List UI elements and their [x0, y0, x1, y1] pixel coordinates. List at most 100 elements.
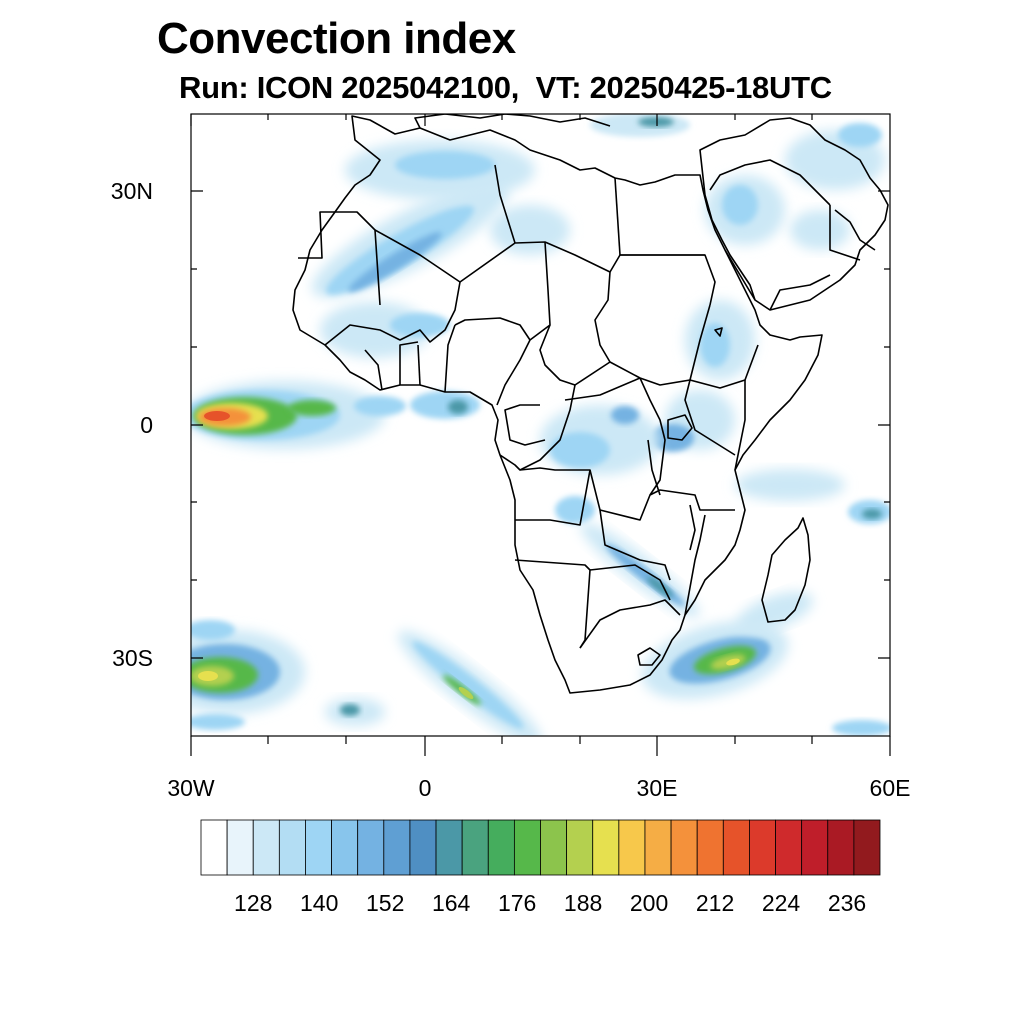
border-line: [519, 384, 576, 471]
border-line: [539, 324, 611, 386]
border-line: [609, 254, 705, 273]
border-line: [599, 509, 671, 581]
colorbar: 128 140 152 164 176 188 200 212 224 236: [200, 819, 881, 916]
colorbar-label: 176: [498, 890, 536, 916]
lake-victoria: [667, 414, 693, 441]
south-atlantic-convection: [325, 630, 542, 736]
sahara-convection-band: [311, 114, 690, 358]
colorbar-swatch: [435, 819, 463, 876]
convection-field: [191, 114, 890, 736]
colorbar-label: 140: [300, 890, 338, 916]
colorbar-swatch: [696, 819, 724, 876]
border-line: [594, 271, 611, 363]
colorbar-swatch: [827, 819, 855, 876]
red-sea-east: [724, 249, 756, 301]
colorbar-label: 200: [630, 890, 668, 916]
colorbar-swatch: [592, 819, 620, 876]
coastlines-and-borders: [292, 114, 889, 694]
southeast-africa-convection: [641, 591, 813, 699]
border-line: [709, 159, 831, 206]
border-line: [579, 599, 681, 649]
border-line: [684, 379, 736, 456]
border-line: [417, 344, 421, 386]
lon-label-30w: 30W: [167, 775, 215, 801]
colorbar-label: 128: [234, 890, 272, 916]
lake-tana: [714, 327, 723, 337]
border-line: [529, 241, 551, 341]
border-line: [684, 514, 706, 616]
colorbar-swatch: [618, 819, 646, 876]
colorbar-swatch: [278, 819, 306, 876]
africa-coastline: [292, 115, 823, 694]
border-line: [769, 274, 831, 311]
colorbar-swatch: [513, 819, 541, 876]
map-frame: [190, 113, 891, 756]
border-line: [639, 377, 666, 496]
border-line: [620, 254, 716, 306]
border-line: [444, 324, 456, 393]
border-line: [324, 281, 461, 346]
colorbar-swatch: [383, 819, 411, 876]
chart-subtitle: Run: ICON 2025042100, VT: 20250425-18UTC: [179, 70, 832, 105]
lon-label-0: 0: [419, 775, 432, 801]
colorbar-swatch: [487, 819, 515, 876]
arabia-convection: [705, 123, 885, 250]
chart-title: Convection index: [157, 14, 516, 63]
colorbar-label: 224: [762, 890, 801, 916]
colorbar-swatch: [775, 819, 803, 876]
colorbar-swatch: [670, 819, 698, 876]
border-line: [374, 229, 461, 283]
colorbar-label: 188: [564, 890, 602, 916]
colorbar-swatch: [801, 819, 829, 876]
lat-label-30n: 30N: [111, 178, 153, 204]
border-line: [496, 339, 531, 406]
border-line: [454, 317, 531, 341]
border-line: [829, 205, 861, 261]
colorbar-label: 152: [366, 890, 404, 916]
congo-convection: [540, 405, 660, 524]
colorbar-swatch: [252, 819, 280, 876]
mediterranean-coast: [414, 114, 611, 129]
border-line: [734, 380, 746, 471]
colorbar-swatch: [331, 819, 359, 876]
colorbar-swatch: [461, 819, 489, 876]
colorbar-label: 164: [432, 890, 471, 916]
border-line: [515, 469, 591, 526]
lon-label-30e: 30E: [637, 775, 678, 801]
madagascar-coastline: [761, 517, 811, 623]
colorbar-label: 236: [828, 890, 866, 916]
border-line: [589, 564, 671, 601]
lat-label-30s: 30S: [112, 645, 153, 671]
colorbar-swatch: [540, 819, 568, 876]
colorbar-swatch: [200, 819, 228, 876]
lesotho-border: [637, 647, 661, 666]
east-africa-convection: [650, 300, 890, 524]
border-line: [689, 344, 759, 389]
border-line: [609, 361, 691, 386]
colorbar-swatch: [749, 819, 776, 876]
border-line: [689, 304, 711, 381]
colorbar-swatch: [566, 819, 594, 876]
lake-tanganyika: [647, 439, 661, 496]
colorbar-swatch: [722, 819, 750, 876]
border-line: [298, 211, 381, 306]
border-line: [564, 377, 641, 401]
lat-label-0: 0: [140, 412, 153, 438]
border-line: [504, 404, 546, 446]
arabia-coastline: [699, 117, 889, 311]
colorbar-swatch: [853, 819, 881, 876]
gulf-coast: [834, 209, 876, 251]
atlantic-convection-cluster: [191, 381, 480, 449]
border-line: [364, 349, 383, 391]
colorbar-swatch: [409, 819, 437, 876]
colorbar-swatch: [305, 819, 332, 876]
lon-label-60e: 60E: [870, 775, 911, 801]
lake-malawi: [689, 504, 696, 551]
border-line: [494, 164, 516, 244]
colorbar-swatch: [226, 819, 254, 876]
border-line: [514, 559, 591, 649]
southwest-atlantic-convection: [191, 620, 890, 736]
colorbar-swatch: [357, 819, 385, 876]
colorbar-label: 212: [696, 890, 734, 916]
